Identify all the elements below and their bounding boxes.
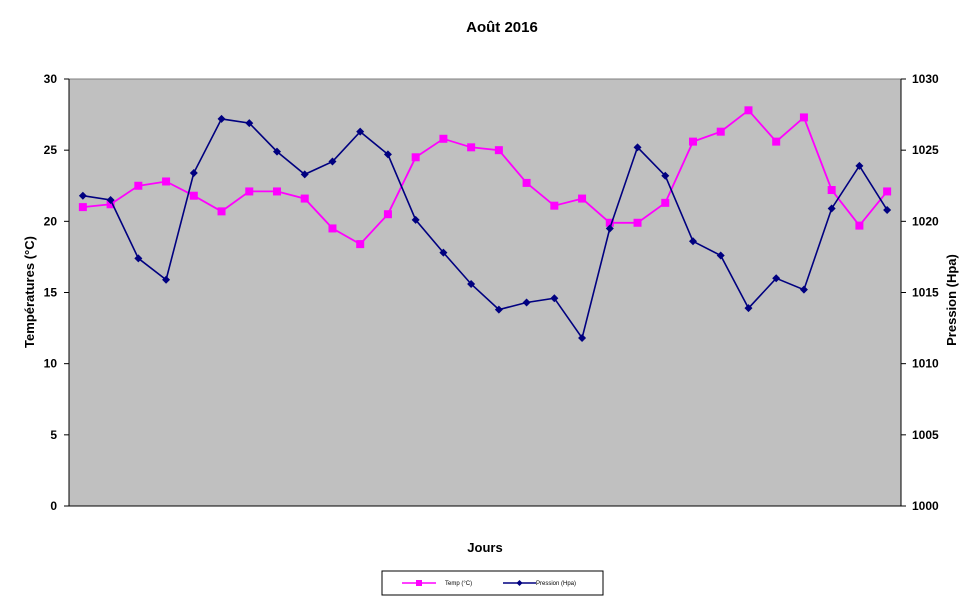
legend-pressure-marker [516,580,523,586]
y2-tick-label: 1030 [912,72,939,86]
temp-point [300,194,309,203]
pressure-point [883,205,892,214]
temp-point [578,194,587,203]
y-tick-label: 5 [50,428,57,442]
y-axis-label: Températures (°C) [22,236,37,348]
pressure-point [383,150,392,159]
temp-point [744,106,753,115]
pressure-series-line [82,118,888,340]
temp-point [550,201,559,210]
y2-tick-label: 1020 [912,214,939,228]
pressure-point [633,143,642,152]
temp-point [883,187,892,196]
y2-axis-label: Pression (Hpa) [944,254,959,346]
pressure-point [217,114,226,123]
pressure-point [300,170,309,179]
legend-temp-marker [416,580,422,586]
temp-point [827,186,836,195]
y2-tick-label: 1025 [912,143,939,157]
temp-point [799,113,808,122]
pressure-point [799,285,808,294]
y-tick-label: 20 [44,214,58,228]
pressure-point [578,334,587,343]
temp-point [411,153,420,162]
x-axis-label: Jours [467,540,502,555]
left-axis-ticks: 0 5 10 15 20 25 30 [44,72,69,513]
temp-point [162,177,171,186]
y-tick-label: 30 [44,72,58,86]
pressure-point [494,305,503,314]
pressure-point [78,191,87,200]
temp-point [217,207,226,216]
pressure-point [605,224,614,233]
temp-point [855,221,864,230]
y-tick-label: 25 [44,143,58,157]
temp-point [328,224,337,233]
temp-point [356,240,365,249]
pressure-point [134,254,143,263]
pressure-point [411,215,420,224]
pressure-point [356,127,365,136]
pressure-point [467,279,476,288]
temp-point [439,134,448,143]
temp-point [494,146,503,155]
temp-point [106,200,115,209]
pressure-point [772,274,781,283]
temp-series-line [82,109,888,246]
series-layer [78,106,892,343]
pressure-point [661,171,670,180]
pressure-point [689,237,697,246]
chart-title: Août 2016 [466,19,538,36]
pressure-point [328,157,337,166]
pressure-point [827,204,836,213]
pressure-point [245,119,254,128]
pressure-point [273,147,281,156]
pressure-point [744,304,753,313]
temp-point [245,187,254,196]
pressure-point [189,168,198,177]
temp-point [605,218,614,227]
pressure-point [106,195,115,204]
pressure-point [550,294,559,303]
pressure-point [716,251,725,260]
right-axis-ticks: 1000 1005 1010 1015 1020 1025 1030 [901,72,939,513]
temp-point [273,187,281,196]
temp-point [633,218,642,227]
y-tick-label: 15 [44,286,58,300]
legend-temp-label: Temp (°C) [445,581,472,587]
pressure-point [522,298,531,307]
temp-point [522,178,531,187]
temp-point [772,137,781,146]
temp-point [689,137,697,146]
pressure-point [439,248,448,257]
pressure-point [162,275,171,284]
y2-tick-label: 1010 [912,357,939,371]
temp-point [189,191,198,200]
temp-point [467,143,476,152]
legend-pressure-label: Pression (Hpa) [536,581,576,587]
temp-point [383,210,392,219]
temp-point [78,203,87,212]
temp-point [716,127,725,136]
pressure-point [855,161,864,170]
temp-point [134,181,143,190]
y2-tick-label: 1005 [912,428,939,442]
y2-tick-label: 1015 [912,286,939,300]
y-tick-label: 10 [44,357,58,371]
temp-point [661,198,670,207]
y2-tick-label: 1000 [912,499,939,513]
legend: Temp (°C) Pression (Hpa) [381,570,604,596]
y-tick-label: 0 [50,499,57,513]
